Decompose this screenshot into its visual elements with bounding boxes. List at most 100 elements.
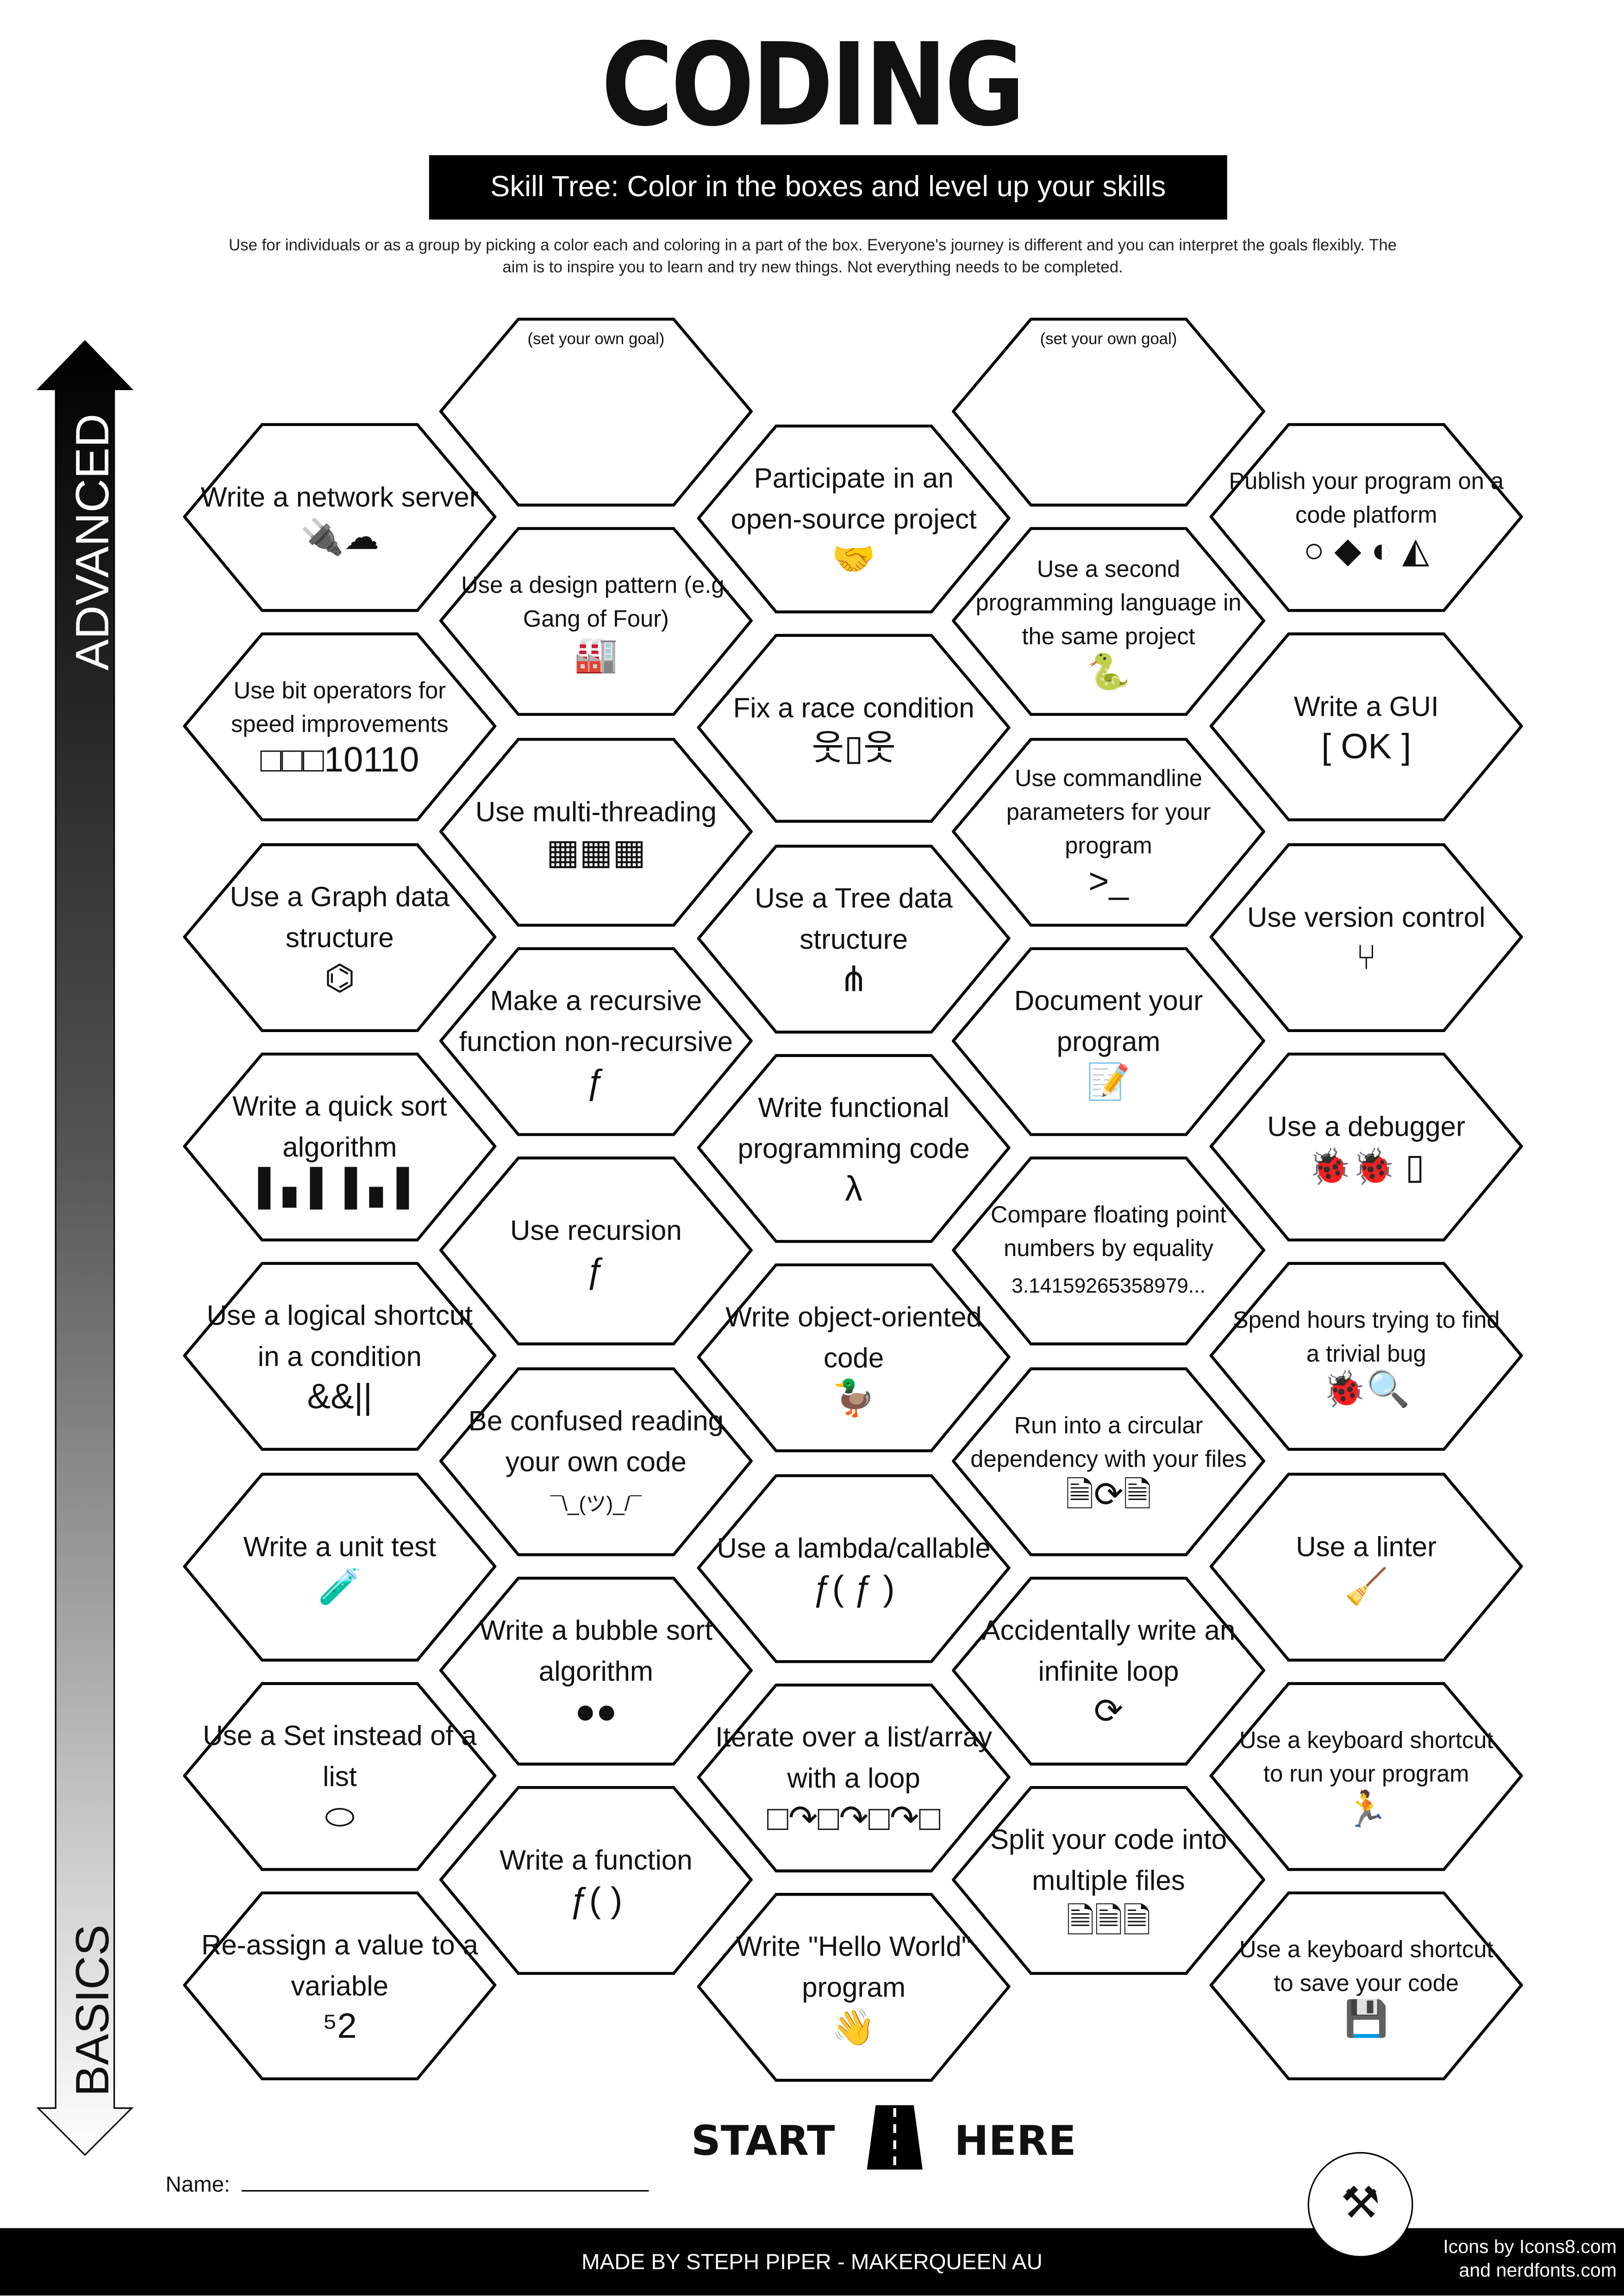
skill-content: Use multi-threading ▦▦▦ <box>457 743 735 922</box>
skill-label: Use multi-threading <box>475 797 717 828</box>
skill-label: Make a recursive function non-recursive <box>459 986 733 1058</box>
pi-digits-icon: 3.14159265358979... <box>1012 1274 1206 1298</box>
hex-outline <box>183 1681 497 1871</box>
here-label: HERE <box>954 2116 1076 2165</box>
name-label: Name: <box>165 2172 231 2197</box>
skill-hex[interactable]: Re-assign a value to a variable ⁵2 <box>183 1892 497 2082</box>
skill-content: Use a logical shortcut in a condition &&|… <box>200 1268 479 1447</box>
skill-hex[interactable]: Use a second programming language in the… <box>952 527 1266 718</box>
skill-hex[interactable]: Use bit operators for speed improvements… <box>183 633 497 823</box>
skill-hex[interactable]: Accidentally write an infinite loop ⟳ <box>952 1576 1266 1767</box>
skill-content: Write a function ƒ( ) <box>457 1792 735 1971</box>
bug-search-icon: 🐞🔍 <box>1322 1370 1410 1410</box>
skill-hex[interactable]: Use a logical shortcut in a condition &&|… <box>183 1262 497 1452</box>
skill-hex[interactable]: Use commandline parameters for your prog… <box>952 737 1266 927</box>
skill-hex[interactable]: Run into a circular dependency with your… <box>952 1366 1266 1557</box>
hex-outline <box>439 1157 753 1346</box>
skill-hex[interactable]: Use a lambda/callable ƒ( ƒ ) <box>697 1473 1011 1664</box>
skill-hex[interactable]: Participate in an open-source project 🤝 <box>697 424 1011 615</box>
skill-hex[interactable]: Document your program 📝 <box>952 947 1266 1137</box>
skill-label: Run into a circular dependency with your… <box>970 1413 1247 1472</box>
terminal-icon: >_ <box>1088 862 1129 902</box>
skill-hex[interactable]: Write a unit test 🧪 <box>183 1472 497 1662</box>
skill-hex[interactable]: Write a network server 🔌☁ <box>183 423 497 613</box>
skill-hex[interactable]: Be confused reading your own code ¯\_(ツ)_… <box>439 1366 753 1557</box>
skill-content: Run into a circular dependency with your… <box>969 1373 1248 1551</box>
hex-outline <box>439 1366 753 1556</box>
skill-hex[interactable]: (set your own goal) <box>439 317 753 508</box>
set-icon: ⬭ <box>325 1797 355 1837</box>
skill-content: Use a debugger 🐞🐞 ▯ <box>1227 1058 1505 1237</box>
branch-icon: ⑂ <box>1355 938 1377 977</box>
hex-outline <box>183 1052 497 1242</box>
skill-label: Use a design pattern (e.g. Gang of Four) <box>461 574 731 633</box>
hex-outline <box>952 1157 1266 1346</box>
skill-label: Use a logical shortcut in a condition <box>206 1301 473 1374</box>
skill-label: (set your own goal) <box>527 330 665 348</box>
skill-content: Accidentally write an infinite loop ⟳ <box>969 1582 1248 1761</box>
hex-outline <box>952 947 1266 1136</box>
name-field[interactable] <box>241 2190 649 2192</box>
skill-hex[interactable]: Use version control ⑂ <box>1209 842 1523 1033</box>
skill-content: Use bit operators for speed improvements… <box>200 639 479 817</box>
skill-content: Write functional programming code λ <box>715 1060 993 1238</box>
refresh-icon: ⟳ <box>1093 1692 1124 1732</box>
skill-label: Write a network server <box>200 483 479 514</box>
skill-hex[interactable]: Iterate over a list/array with a loop □↷□… <box>697 1683 1011 1873</box>
skill-label: Write a unit test <box>243 1532 437 1563</box>
skill-content: Compare floating point numbers by equali… <box>969 1163 1248 1341</box>
skill-hex[interactable]: Make a recursive function non-recursive ƒ <box>439 947 753 1137</box>
tree-icon: ⋔ <box>839 959 868 1000</box>
skill-hex[interactable]: Use multi-threading ▦▦▦ <box>439 737 753 927</box>
hex-outline <box>697 1054 1011 1243</box>
plug-cloud-icon: 🔌☁ <box>300 518 380 558</box>
skill-hex[interactable]: Use a design pattern (e.g. Gang of Four)… <box>439 527 753 718</box>
skill-label: Split your code into multiple files <box>990 1825 1227 1898</box>
skill-content: Write "Hello World" program 👋 <box>715 1899 993 2078</box>
skill-hex[interactable]: Use a Set instead of a list ⬭ <box>183 1681 497 1872</box>
hex-outline <box>439 947 753 1136</box>
skill-hex[interactable]: Write a bubble sort algorithm ●● <box>439 1576 753 1767</box>
skill-hex[interactable]: Split your code into multiple files 🗎🗎🗎 <box>952 1786 1266 1976</box>
intro-text: Use for individuals or as a group by pic… <box>229 237 1397 277</box>
logic-operators-icon: &&|| <box>307 1378 373 1418</box>
test-tube-icon: 🧪 <box>318 1567 362 1607</box>
skill-hex[interactable]: Write object-oriented code 🦆 <box>697 1263 1011 1454</box>
hex-outline <box>697 1473 1011 1662</box>
hex-outline <box>952 1366 1266 1556</box>
skill-hex[interactable]: Use a keyboard shortcut to run your prog… <box>1209 1681 1523 1872</box>
skill-hex[interactable]: Write a quick sort algorithm ▌▖▌ ▌▖▌ <box>183 1052 497 1243</box>
skill-label: Participate in an open-source project <box>731 464 977 536</box>
skill-content: Use recursion ƒ <box>457 1163 735 1341</box>
skill-label: Use a linter <box>1296 1532 1437 1563</box>
hex-outline <box>1209 423 1523 612</box>
skill-label: Use commandline parameters for your prog… <box>1006 767 1211 860</box>
skill-hex[interactable]: Use recursion ƒ <box>439 1157 753 1347</box>
skill-hex[interactable]: Use a linter 🧹 <box>1209 1472 1523 1662</box>
skill-content: Use a linter 🧹 <box>1227 1478 1505 1656</box>
skill-hex[interactable]: Spend hours trying to find a trivial bug… <box>1209 1262 1523 1452</box>
skill-hex[interactable]: Use a keyboard shortcut to save your cod… <box>1209 1892 1523 2082</box>
binary-icon: □□□10110 <box>260 741 419 781</box>
skill-label: Use a keyboard shortcut to save your cod… <box>1239 1938 1493 1997</box>
skill-label: Publish your program on a code platform <box>1229 470 1504 529</box>
skill-label: Write a bubble sort algorithm <box>479 1616 713 1688</box>
skill-hex[interactable]: Publish your program on a code platform ○… <box>1209 423 1523 613</box>
skill-hex[interactable]: Write a function ƒ( ) <box>439 1786 753 1976</box>
hex-outline <box>1209 1052 1523 1242</box>
skill-hex[interactable]: Use a Graph data structure ⌬ <box>183 842 497 1033</box>
skill-hex[interactable]: Write functional programming code λ <box>697 1054 1011 1244</box>
skill-label: Use a second programming language in the… <box>975 557 1242 650</box>
skill-hex[interactable]: (set your own goal) <box>952 317 1266 508</box>
skill-hex[interactable]: Use a Tree data structure ⋔ <box>697 844 1011 1034</box>
skill-hex[interactable]: Use a debugger 🐞🐞 ▯ <box>1209 1052 1523 1243</box>
skill-hex[interactable]: Fix a race condition 웃▯웃 <box>697 634 1011 825</box>
hex-outline <box>697 1893 1011 2082</box>
skill-label: Be confused reading your own code <box>468 1406 724 1478</box>
skill-hex[interactable]: Write a GUI [ OK ] <box>1209 633 1523 823</box>
hex-outline <box>183 423 497 612</box>
document-pen-icon: 📝 <box>1087 1063 1131 1102</box>
skill-hex[interactable]: Write "Hello World" program 👋 <box>697 1893 1011 2083</box>
skill-hex[interactable]: Compare floating point numbers by equali… <box>952 1157 1266 1347</box>
hex-outline <box>952 1786 1266 1975</box>
